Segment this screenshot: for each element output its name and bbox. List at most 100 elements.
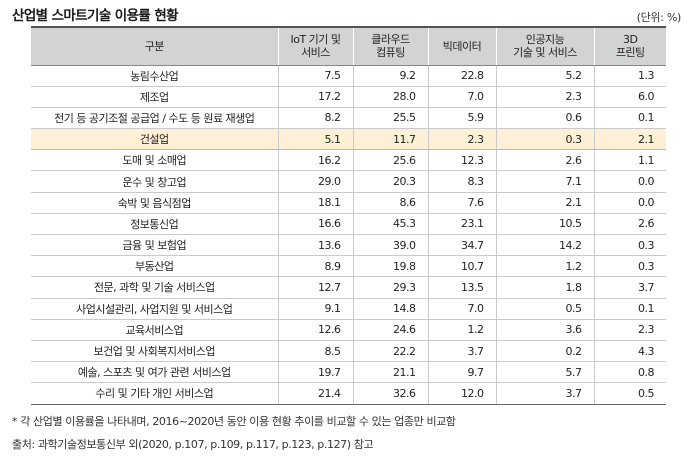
value-cell-iot: 5.1 — [277, 128, 353, 151]
industry-name-cell: 제조업 — [31, 86, 278, 108]
value-cell-cloud: 21.1 — [352, 361, 428, 384]
value-cell-bigdata: 2.3 — [427, 128, 496, 151]
table-row: 부동산업 8.9 19.8 10.7 1.2 0.3 — [31, 255, 666, 278]
value-cell-ai: 3.7 — [495, 382, 594, 405]
smart-tech-usage-table: 구분 IoT 기기 및 서비스 클라우드 컴퓨팅 빅데이터 인공지능 기술 및 … — [31, 26, 666, 405]
table-row: 제조업 17.2 28.0 7.0 2.3 6.0 — [31, 86, 666, 108]
value-cell-3d-printing: 2.1 — [593, 128, 666, 151]
value-cell-cloud: 14.8 — [352, 298, 428, 320]
table-row: 금융 및 보험업 13.6 39.0 34.7 14.2 0.3 — [31, 234, 666, 257]
header-bigdata: 빅데이터 — [427, 26, 496, 66]
value-cell-ai: 2.3 — [495, 86, 594, 108]
table-row: 교육서비스업 12.6 24.6 1.2 3.6 2.3 — [31, 319, 666, 341]
industry-name-cell: 금융 및 보험업 — [31, 234, 278, 257]
table-row: 농림수산업 7.5 9.2 22.8 5.2 1.3 — [31, 65, 666, 87]
value-cell-iot: 18.1 — [277, 192, 353, 214]
table-title: 산업별 스마트기술 이용률 현황 — [12, 8, 179, 24]
industry-name-cell: 농림수산업 — [31, 65, 278, 87]
value-cell-ai: 5.7 — [495, 361, 594, 384]
value-cell-3d-printing: 4.3 — [593, 340, 666, 363]
value-cell-bigdata: 13.5 — [427, 276, 496, 299]
value-cell-iot: 16.6 — [277, 213, 353, 236]
source-citation: 출처: 과학기술정보통신부 외(2020, p.107, p.109, p.11… — [12, 438, 374, 451]
industry-name-cell: 전기 등 공기조절 공급업 / 수도 등 원료 재생업 — [31, 107, 278, 130]
value-cell-iot: 17.2 — [277, 86, 353, 108]
value-cell-cloud: 11.7 — [352, 128, 428, 151]
value-cell-ai: 10.5 — [495, 213, 594, 236]
value-cell-bigdata: 5.9 — [427, 107, 496, 130]
value-cell-ai: 5.2 — [495, 65, 594, 87]
value-cell-iot: 7.5 — [277, 65, 353, 87]
value-cell-ai: 3.6 — [495, 319, 594, 341]
value-cell-iot: 21.4 — [277, 382, 353, 405]
value-cell-cloud: 28.0 — [352, 86, 428, 108]
header-ai: 인공지능 기술 및 서비스 — [495, 26, 594, 66]
value-cell-iot: 19.7 — [277, 361, 353, 384]
value-cell-iot: 8.2 — [277, 107, 353, 130]
value-cell-cloud: 45.3 — [352, 213, 428, 236]
value-cell-3d-printing: 2.6 — [593, 213, 666, 236]
industry-name-cell: 교육서비스업 — [31, 319, 278, 341]
industry-name-cell: 전문, 과학 및 기술 서비스업 — [31, 276, 278, 299]
value-cell-cloud: 39.0 — [352, 234, 428, 257]
value-cell-iot: 12.6 — [277, 319, 353, 341]
industry-name-cell: 운수 및 창고업 — [31, 170, 278, 193]
value-cell-ai: 0.2 — [495, 340, 594, 363]
value-cell-ai: 0.6 — [495, 107, 594, 130]
value-cell-3d-printing: 1.1 — [593, 149, 666, 172]
value-cell-bigdata: 23.1 — [427, 213, 496, 236]
value-cell-cloud: 9.2 — [352, 65, 428, 87]
value-cell-3d-printing: 1.3 — [593, 65, 666, 87]
value-cell-3d-printing: 3.7 — [593, 276, 666, 299]
unit-label: (단위: %) — [636, 11, 682, 24]
table-row: 보건업 및 사회복지서비스업 8.5 22.2 3.7 0.2 4.3 — [31, 340, 666, 363]
value-cell-bigdata: 7.0 — [427, 298, 496, 320]
value-cell-cloud: 20.3 — [352, 170, 428, 193]
value-cell-iot: 29.0 — [277, 170, 353, 193]
table-row: 정보통신업 16.6 45.3 23.1 10.5 2.6 — [31, 213, 666, 236]
value-cell-3d-printing: 6.0 — [593, 86, 666, 108]
value-cell-bigdata: 34.7 — [427, 234, 496, 257]
value-cell-bigdata: 7.6 — [427, 192, 496, 214]
value-cell-iot: 13.6 — [277, 234, 353, 257]
value-cell-ai: 0.5 — [495, 298, 594, 320]
value-cell-ai: 7.1 — [495, 170, 594, 193]
value-cell-3d-printing: 0.8 — [593, 361, 666, 384]
value-cell-ai: 0.3 — [495, 128, 594, 151]
value-cell-3d-printing: 2.3 — [593, 319, 666, 341]
header-row: 구분 IoT 기기 및 서비스 클라우드 컴퓨팅 빅데이터 인공지능 기술 및 … — [31, 26, 666, 66]
value-cell-ai: 2.6 — [495, 149, 594, 172]
value-cell-iot: 8.5 — [277, 340, 353, 363]
value-cell-ai: 14.2 — [495, 234, 594, 257]
header-3d-printing: 3D 프린팅 — [593, 26, 666, 66]
industry-name-cell: 정보통신업 — [31, 213, 278, 236]
value-cell-3d-printing: 0.1 — [593, 107, 666, 130]
table-body: 농림수산업 7.5 9.2 22.8 5.2 1.3 제조업 17.2 28.0 7.0 2.3 6.… — [31, 65, 666, 405]
value-cell-bigdata: 7.0 — [427, 86, 496, 108]
value-cell-cloud: 25.6 — [352, 149, 428, 172]
value-cell-bigdata: 1.2 — [427, 319, 496, 341]
industry-name-cell: 도매 및 소매업 — [31, 149, 278, 172]
value-cell-cloud: 19.8 — [352, 255, 428, 278]
value-cell-bigdata: 22.8 — [427, 65, 496, 87]
table-row: 도매 및 소매업 16.2 25.6 12.3 2.6 1.1 — [31, 149, 666, 172]
value-cell-3d-printing: 0.1 — [593, 298, 666, 320]
industry-name-cell: 건설업 — [31, 128, 278, 151]
value-cell-iot: 8.9 — [277, 255, 353, 278]
value-cell-3d-printing: 0.0 — [593, 192, 666, 214]
header-iot: IoT 기기 및 서비스 — [277, 26, 353, 66]
value-cell-iot: 12.7 — [277, 276, 353, 299]
value-cell-iot: 16.2 — [277, 149, 353, 172]
value-cell-bigdata: 12.0 — [427, 382, 496, 405]
table-row: 건설업 5.1 11.7 2.3 0.3 2.1 — [31, 128, 666, 151]
value-cell-bigdata: 3.7 — [427, 340, 496, 363]
value-cell-cloud: 25.5 — [352, 107, 428, 130]
value-cell-cloud: 22.2 — [352, 340, 428, 363]
value-cell-cloud: 32.6 — [352, 382, 428, 405]
value-cell-ai: 2.1 — [495, 192, 594, 214]
industry-name-cell: 수리 및 기타 개인 서비스업 — [31, 382, 278, 405]
table-row: 사업시설관리, 사업지원 및 서비스업 9.1 14.8 7.0 0.5 0.1 — [31, 298, 666, 320]
table-row: 예술, 스포츠 및 여가 관련 서비스업 19.7 21.1 9.7 5.7 0.8 — [31, 361, 666, 384]
value-cell-cloud: 29.3 — [352, 276, 428, 299]
header-category: 구분 — [31, 26, 278, 66]
